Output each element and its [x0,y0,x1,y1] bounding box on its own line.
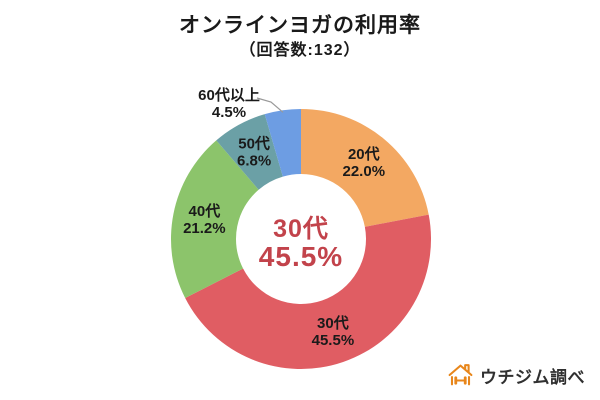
pie-slice-40代 [170,140,259,299]
leader-line-60代以上 [256,97,284,113]
slice-label-30代: 30代 45.5% [312,314,355,349]
house-dumbbell-icon [448,364,473,386]
center-label-value: 45.5% [258,241,344,272]
slice-label-60代以上: 60代以上 4.5% [198,86,260,121]
slice-label-50代: 50代 6.8% [237,134,271,169]
center-label-category: 30代 [273,215,329,243]
pie-slice-50代 [216,114,283,190]
pie-slice-60代以上 [264,109,301,177]
source-label: ウチジム調べ [480,368,585,387]
slice-label-40代: 40代 21.2% [183,202,226,237]
pie-slice-20代 [301,109,429,227]
donut-center-label: 30代 45.5% [221,215,381,272]
pie-slice-30代 [185,214,432,370]
chart-subtitle: （回答数:132） [239,42,361,59]
chart-title: オンラインヨガの利用率 [179,14,421,37]
slice-label-20代: 20代 22.0% [343,145,386,180]
source-attribution: ウチジム調べ [447,362,585,389]
